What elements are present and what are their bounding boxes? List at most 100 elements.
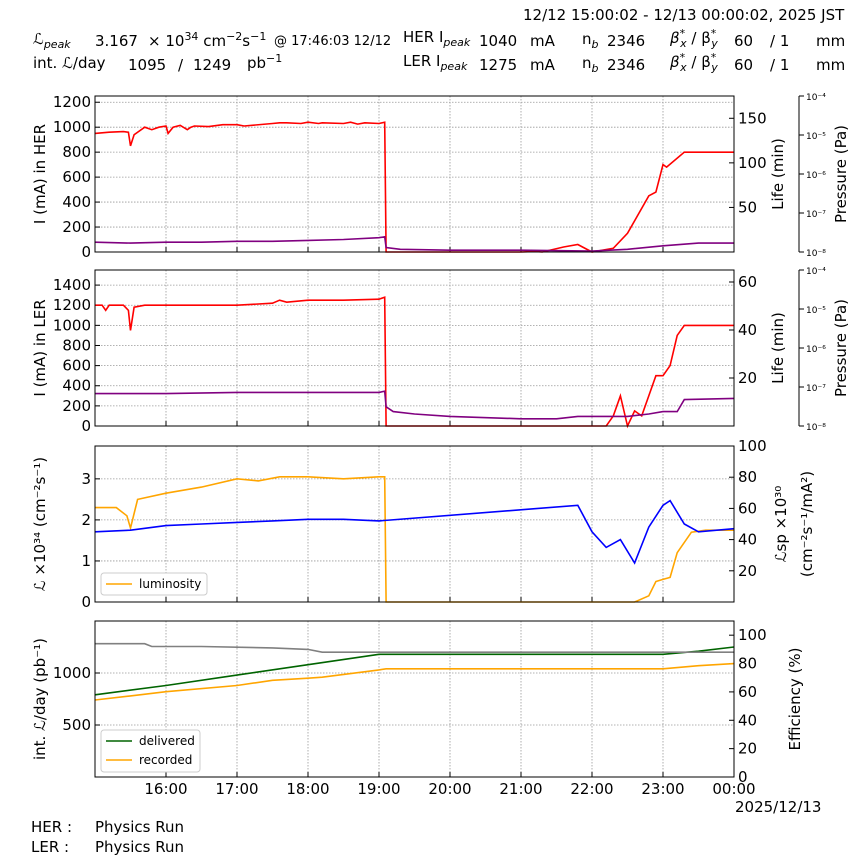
ler-status: Physics Run: [95, 838, 185, 856]
series-life: [94, 235, 734, 252]
y3tick-label: 10⁻⁸: [806, 423, 826, 433]
ytick-label: 1200: [53, 296, 91, 314]
y2label: Life (min): [769, 312, 787, 384]
xtick-label: 18:00: [286, 780, 329, 798]
y2label: Efficiency (%): [786, 648, 804, 751]
int-lum-recorded: 1249: [193, 56, 232, 74]
her-nb-label: nb: [582, 30, 599, 51]
xtick-label: 00:00: [712, 780, 755, 798]
her-beta-label: β*x / β*y: [670, 27, 718, 50]
y2tick-label: 100: [738, 154, 767, 172]
int-lum-sep: /: [178, 56, 184, 74]
y2label-unit: (cm⁻²s⁻¹/mA²): [798, 471, 816, 577]
panel-intlum: 500 1000 0 20 40 60 80 100 int. ℒ/day (pb⁻¹) Effi…: [31, 620, 804, 798]
her-beta-value: 60: [734, 32, 754, 50]
ylabel: ℒ ×10³⁴ (cm⁻²s⁻¹): [31, 457, 49, 591]
series-current: [95, 296, 734, 429]
plot-frame: [94, 269, 735, 427]
ytick-label: 200: [62, 218, 91, 236]
y3tick-label: 10⁻⁸: [806, 249, 826, 259]
xtick-label: 17:00: [215, 780, 258, 798]
series-recorded: [94, 662, 735, 701]
her-ipeak-value: 1040: [479, 32, 518, 50]
legend-label: recorded: [139, 753, 192, 767]
ytick-label: 1200: [53, 93, 91, 111]
date-label: 2025/12/13: [735, 798, 822, 816]
her-nb-value: 2346: [607, 32, 646, 50]
int-lum-label: int. ℒ/day: [33, 54, 106, 72]
plot-frame: [94, 620, 735, 778]
ylabel: I (mA) in HER: [31, 124, 49, 224]
xtick-label: 19:00: [357, 780, 400, 798]
y2tick-label: 60: [738, 499, 757, 517]
y2label: ℒsp ×10³⁰: [772, 486, 790, 563]
ytick-label: 1000: [53, 118, 91, 136]
ler-ipeak-unit: mA: [530, 56, 555, 74]
ler-status-label: LER :: [31, 838, 70, 856]
legend-label: luminosity: [139, 577, 201, 591]
her-ipeak-unit: mA: [530, 32, 555, 50]
y2tick-label: 100: [738, 626, 767, 644]
y2tick-label: 40: [738, 321, 757, 339]
series-life: [95, 390, 735, 420]
y2tick-label: 0: [738, 768, 748, 786]
her-status: Physics Run: [95, 818, 185, 836]
ylabel: I (mA) in LER: [31, 299, 49, 396]
peak-lum-label: ℒpeak: [33, 30, 71, 51]
y3tick-label: 10⁻⁷: [806, 210, 826, 220]
ytick-label: 2: [81, 511, 91, 529]
xtick-label: 16:00: [144, 780, 187, 798]
ytick-label: 800: [62, 336, 91, 354]
y2tick-label: 60: [738, 683, 757, 701]
y2tick-label: 80: [738, 655, 757, 673]
y3label: Pressure (Pa): [832, 299, 850, 397]
ytick-label: 600: [62, 357, 91, 375]
ler-beta-unit: mm: [816, 56, 846, 74]
ytick-label: 1000: [53, 664, 91, 682]
y3label: Pressure (Pa): [832, 125, 850, 223]
xtick-label: 20:00: [428, 780, 471, 798]
panel-her: 0 200 400 600 800 1000 1200 50 100 150 I (mA) in H…: [31, 93, 850, 261]
y2tick-label: 40: [738, 531, 757, 549]
y2tick-label: 60: [738, 273, 757, 291]
y2label: Life (min): [769, 138, 787, 210]
plot-frame: [94, 95, 735, 253]
y3tick-label: 10⁻⁵: [806, 132, 826, 142]
series-delivered: [94, 646, 735, 696]
her-status-label: HER :: [31, 818, 73, 836]
y2tick-label: 50: [738, 198, 757, 216]
peak-lum-value: 3.167: [95, 32, 138, 50]
y2tick-label: 40: [738, 711, 757, 729]
ler-ipeak-value: 1275: [479, 56, 518, 74]
ytick-label: 0: [81, 243, 91, 261]
ytick-label: 400: [62, 193, 91, 211]
y2tick-label: 20: [738, 369, 757, 387]
legend-box: [100, 572, 208, 596]
y3tick-label: 10⁻⁵: [806, 306, 826, 316]
y3tick-label: 10⁻⁴: [806, 267, 826, 277]
time-range: 12/12 15:00:02 - 12/13 00:00:02, 2025 JS…: [523, 6, 845, 24]
legend: luminosity: [100, 572, 208, 596]
legend: delivered recorded: [100, 729, 201, 773]
ytick-label: 3: [81, 470, 91, 488]
series-current: [94, 121, 734, 253]
ler-ipeak-label: LER Ipeak: [403, 52, 468, 73]
series-luminosity: [95, 475, 734, 603]
series-specific: [94, 499, 735, 565]
y3tick-label: 10⁻⁴: [806, 93, 826, 103]
ytick-label: 600: [62, 168, 91, 186]
legend-label: delivered: [139, 734, 195, 748]
y2tick-label: 100: [738, 437, 767, 455]
ytick-label: 400: [62, 377, 91, 395]
y2tick-label: 80: [738, 468, 757, 486]
plot-frame: [94, 445, 735, 603]
ler-beta-label: β*x / β*y: [670, 51, 718, 74]
her-ipeak-label: HER Ipeak: [403, 28, 471, 49]
ytick-label: 1000: [53, 316, 91, 334]
panel-ler: 0 200 400 600 800 1000 1200 1400 20 40 60 I (mA) in…: [31, 267, 850, 435]
peak-lum-unit: × 1034 cm−2s−1: [148, 30, 267, 50]
int-lum-unit: pb−1: [247, 52, 283, 72]
y3tick-label: 10⁻⁷: [806, 384, 826, 394]
xtick-label: 22:00: [570, 780, 613, 798]
